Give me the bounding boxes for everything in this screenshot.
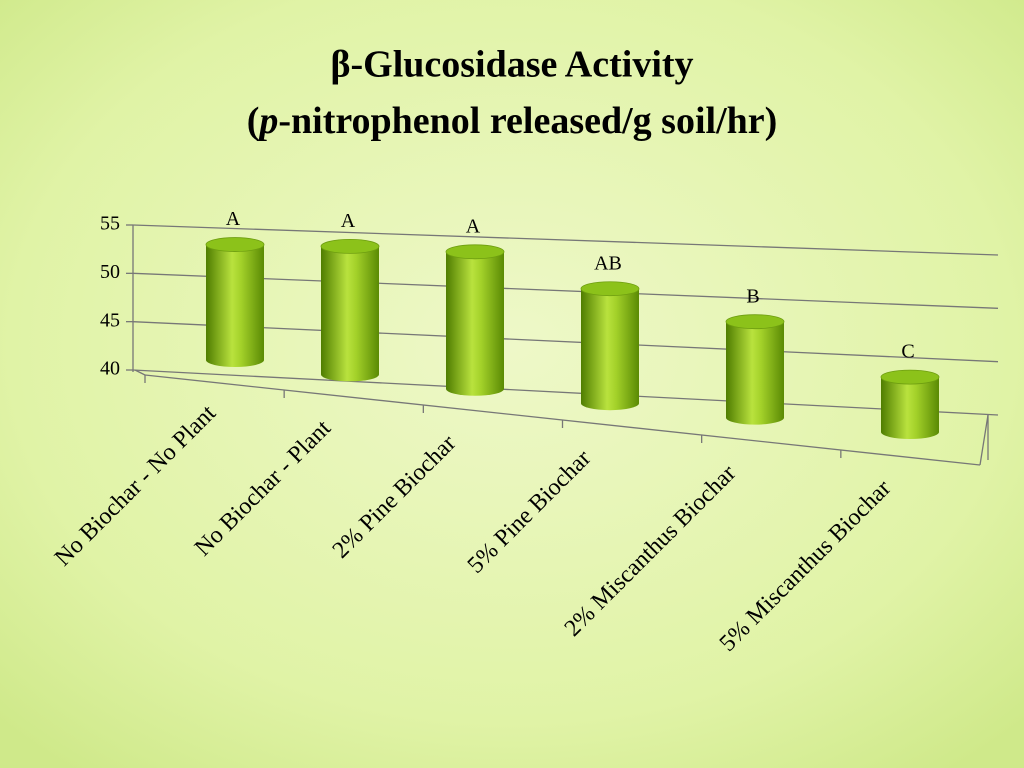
bar — [320, 238, 380, 382]
y-tick-label: 45 — [100, 309, 120, 331]
significance-label: A — [466, 215, 481, 237]
bar — [445, 244, 505, 396]
bar-body — [321, 246, 379, 382]
significance-label: C — [901, 341, 914, 363]
significance-label: AB — [594, 252, 622, 274]
bar-top — [580, 281, 640, 297]
grid-line — [132, 272, 999, 309]
bar-body — [581, 288, 639, 411]
bar-top — [725, 314, 785, 330]
subtitle-part: -nitrophenol released/g soil/hr) — [278, 100, 777, 142]
bar-top — [320, 238, 380, 254]
bar — [205, 237, 265, 367]
bar-top — [445, 244, 505, 260]
grid-line — [132, 224, 999, 256]
bar — [580, 281, 640, 411]
chart-subtitle: (p-nitrophenol released/g soil/hr) — [247, 100, 778, 142]
bar-body — [881, 377, 939, 439]
bar-top — [880, 369, 940, 385]
bar-body — [446, 251, 504, 396]
bar-top — [205, 237, 265, 252]
bar-body — [726, 321, 784, 425]
grid-line — [132, 369, 999, 416]
bar — [725, 314, 785, 425]
significance-label: B — [746, 285, 759, 307]
subtitle-part: p — [256, 100, 278, 142]
subtitle-part: ( — [247, 100, 260, 142]
bar — [880, 369, 940, 439]
floor-edge — [979, 414, 989, 466]
significance-label: A — [226, 208, 241, 230]
y-tick-label: 55 — [100, 213, 120, 235]
y-tick-label: 50 — [100, 261, 120, 283]
chart-title: β-Glucosidase Activity — [330, 44, 693, 86]
y-tick-label: 40 — [100, 358, 120, 380]
bar-body — [206, 244, 264, 367]
significance-label: A — [341, 210, 356, 232]
grid-line — [132, 321, 999, 363]
